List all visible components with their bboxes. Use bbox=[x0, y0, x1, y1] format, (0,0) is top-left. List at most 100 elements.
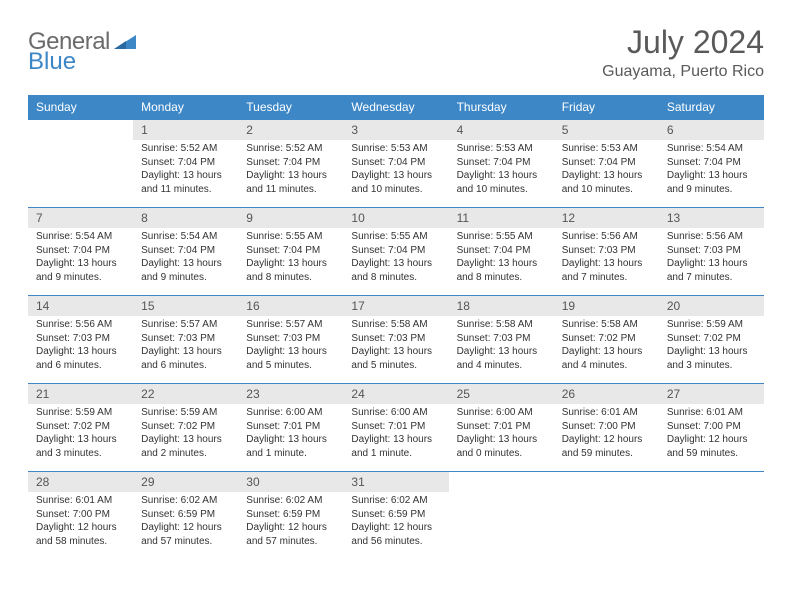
sunrise-line: Sunrise: 6:00 AM bbox=[351, 406, 440, 420]
calendar-cell: 26Sunrise: 6:01 AMSunset: 7:00 PMDayligh… bbox=[554, 384, 659, 472]
sunset-line: Sunset: 7:02 PM bbox=[141, 420, 230, 434]
daylight-line: Daylight: 13 hours and 3 minutes. bbox=[36, 433, 125, 460]
calendar-cell: 4Sunrise: 5:53 AMSunset: 7:04 PMDaylight… bbox=[449, 120, 554, 208]
sunrise-line: Sunrise: 5:55 AM bbox=[457, 230, 546, 244]
daylight-line: Daylight: 13 hours and 8 minutes. bbox=[351, 257, 440, 284]
calendar-cell: 18Sunrise: 5:58 AMSunset: 7:03 PMDayligh… bbox=[449, 296, 554, 384]
empty-day bbox=[449, 472, 554, 492]
day-details: Sunrise: 6:01 AMSunset: 7:00 PMDaylight:… bbox=[554, 404, 659, 464]
sunrise-line: Sunrise: 5:54 AM bbox=[667, 142, 756, 156]
day-number: 9 bbox=[238, 208, 343, 228]
day-details: Sunrise: 6:01 AMSunset: 7:00 PMDaylight:… bbox=[659, 404, 764, 464]
day-number: 28 bbox=[28, 472, 133, 492]
day-details: Sunrise: 5:59 AMSunset: 7:02 PMDaylight:… bbox=[28, 404, 133, 464]
sunset-line: Sunset: 7:01 PM bbox=[457, 420, 546, 434]
weekday-header: Saturday bbox=[659, 95, 764, 120]
sunrise-line: Sunrise: 5:52 AM bbox=[246, 142, 335, 156]
calendar-cell: 11Sunrise: 5:55 AMSunset: 7:04 PMDayligh… bbox=[449, 208, 554, 296]
day-number: 11 bbox=[449, 208, 554, 228]
daylight-line: Daylight: 13 hours and 8 minutes. bbox=[457, 257, 546, 284]
sunrise-line: Sunrise: 5:55 AM bbox=[351, 230, 440, 244]
calendar-cell: 8Sunrise: 5:54 AMSunset: 7:04 PMDaylight… bbox=[133, 208, 238, 296]
day-number: 15 bbox=[133, 296, 238, 316]
empty-day bbox=[659, 472, 764, 492]
day-details: Sunrise: 5:59 AMSunset: 7:02 PMDaylight:… bbox=[133, 404, 238, 464]
sunset-line: Sunset: 7:00 PM bbox=[36, 508, 125, 522]
daylight-line: Daylight: 13 hours and 4 minutes. bbox=[562, 345, 651, 372]
sunset-line: Sunset: 7:04 PM bbox=[351, 156, 440, 170]
day-details: Sunrise: 5:58 AMSunset: 7:02 PMDaylight:… bbox=[554, 316, 659, 376]
day-details: Sunrise: 5:55 AMSunset: 7:04 PMDaylight:… bbox=[449, 228, 554, 288]
daylight-line: Daylight: 13 hours and 11 minutes. bbox=[246, 169, 335, 196]
day-details: Sunrise: 5:54 AMSunset: 7:04 PMDaylight:… bbox=[659, 140, 764, 200]
calendar-cell: 25Sunrise: 6:00 AMSunset: 7:01 PMDayligh… bbox=[449, 384, 554, 472]
sunset-line: Sunset: 6:59 PM bbox=[141, 508, 230, 522]
calendar-cell: 27Sunrise: 6:01 AMSunset: 7:00 PMDayligh… bbox=[659, 384, 764, 472]
day-number: 4 bbox=[449, 120, 554, 140]
calendar-cell bbox=[554, 472, 659, 560]
calendar-week-row: 7Sunrise: 5:54 AMSunset: 7:04 PMDaylight… bbox=[28, 208, 764, 296]
calendar-week-row: 1Sunrise: 5:52 AMSunset: 7:04 PMDaylight… bbox=[28, 120, 764, 208]
sunset-line: Sunset: 7:04 PM bbox=[246, 244, 335, 258]
empty-day bbox=[554, 472, 659, 492]
sunrise-line: Sunrise: 6:01 AM bbox=[562, 406, 651, 420]
calendar-cell: 12Sunrise: 5:56 AMSunset: 7:03 PMDayligh… bbox=[554, 208, 659, 296]
day-number: 25 bbox=[449, 384, 554, 404]
daylight-line: Daylight: 13 hours and 3 minutes. bbox=[667, 345, 756, 372]
sunset-line: Sunset: 7:04 PM bbox=[667, 156, 756, 170]
day-number: 22 bbox=[133, 384, 238, 404]
calendar-cell: 7Sunrise: 5:54 AMSunset: 7:04 PMDaylight… bbox=[28, 208, 133, 296]
daylight-line: Daylight: 13 hours and 9 minutes. bbox=[36, 257, 125, 284]
sunset-line: Sunset: 6:59 PM bbox=[246, 508, 335, 522]
sunrise-line: Sunrise: 5:57 AM bbox=[141, 318, 230, 332]
day-details: Sunrise: 5:58 AMSunset: 7:03 PMDaylight:… bbox=[449, 316, 554, 376]
sunset-line: Sunset: 7:03 PM bbox=[141, 332, 230, 346]
sunset-line: Sunset: 7:02 PM bbox=[667, 332, 756, 346]
daylight-line: Daylight: 12 hours and 56 minutes. bbox=[351, 521, 440, 548]
day-details: Sunrise: 6:02 AMSunset: 6:59 PMDaylight:… bbox=[238, 492, 343, 552]
daylight-line: Daylight: 13 hours and 10 minutes. bbox=[351, 169, 440, 196]
weekday-header: Sunday bbox=[28, 95, 133, 120]
day-number: 29 bbox=[133, 472, 238, 492]
day-number: 31 bbox=[343, 472, 448, 492]
daylight-line: Daylight: 13 hours and 9 minutes. bbox=[141, 257, 230, 284]
header: General July 2024 Guayama, Puerto Rico bbox=[28, 24, 764, 81]
day-details: Sunrise: 5:54 AMSunset: 7:04 PMDaylight:… bbox=[28, 228, 133, 288]
daylight-line: Daylight: 13 hours and 5 minutes. bbox=[246, 345, 335, 372]
day-details: Sunrise: 6:01 AMSunset: 7:00 PMDaylight:… bbox=[28, 492, 133, 552]
location: Guayama, Puerto Rico bbox=[602, 63, 764, 81]
sunset-line: Sunset: 7:03 PM bbox=[246, 332, 335, 346]
sunset-line: Sunset: 7:03 PM bbox=[562, 244, 651, 258]
daylight-line: Daylight: 13 hours and 10 minutes. bbox=[457, 169, 546, 196]
day-details: Sunrise: 5:59 AMSunset: 7:02 PMDaylight:… bbox=[659, 316, 764, 376]
calendar-cell: 2Sunrise: 5:52 AMSunset: 7:04 PMDaylight… bbox=[238, 120, 343, 208]
daylight-line: Daylight: 12 hours and 57 minutes. bbox=[141, 521, 230, 548]
sunrise-line: Sunrise: 6:02 AM bbox=[141, 494, 230, 508]
weekday-header: Tuesday bbox=[238, 95, 343, 120]
sunset-line: Sunset: 7:00 PM bbox=[667, 420, 756, 434]
day-details: Sunrise: 5:54 AMSunset: 7:04 PMDaylight:… bbox=[133, 228, 238, 288]
day-number: 13 bbox=[659, 208, 764, 228]
calendar-cell: 19Sunrise: 5:58 AMSunset: 7:02 PMDayligh… bbox=[554, 296, 659, 384]
daylight-line: Daylight: 13 hours and 11 minutes. bbox=[141, 169, 230, 196]
weekday-header: Friday bbox=[554, 95, 659, 120]
calendar-cell: 14Sunrise: 5:56 AMSunset: 7:03 PMDayligh… bbox=[28, 296, 133, 384]
calendar-cell: 29 Sunrise: 6:02 AMSunset: 6:59 PMDayligh… bbox=[133, 472, 238, 560]
day-number: 17 bbox=[343, 296, 448, 316]
sunrise-line: Sunrise: 5:58 AM bbox=[351, 318, 440, 332]
sunrise-line: Sunrise: 5:59 AM bbox=[667, 318, 756, 332]
day-number: 14 bbox=[28, 296, 133, 316]
calendar-table: Sunday Monday Tuesday Wednesday Thursday… bbox=[28, 95, 764, 560]
logo-text-blue: Blue bbox=[28, 48, 76, 75]
sunrise-line: Sunrise: 5:56 AM bbox=[36, 318, 125, 332]
sunset-line: Sunset: 7:04 PM bbox=[141, 244, 230, 258]
sunset-line: Sunset: 7:01 PM bbox=[351, 420, 440, 434]
calendar-cell bbox=[28, 120, 133, 208]
day-number: 10 bbox=[343, 208, 448, 228]
daylight-line: Daylight: 13 hours and 2 minutes. bbox=[141, 433, 230, 460]
day-details: Sunrise: 5:52 AMSunset: 7:04 PMDaylight:… bbox=[238, 140, 343, 200]
day-details: Sunrise: 6:00 AMSunset: 7:01 PMDaylight:… bbox=[449, 404, 554, 464]
day-number: 1 bbox=[133, 120, 238, 140]
day-details: Sunrise: 5:52 AMSunset: 7:04 PMDaylight:… bbox=[133, 140, 238, 200]
sunrise-line: Sunrise: 5:55 AM bbox=[246, 230, 335, 244]
